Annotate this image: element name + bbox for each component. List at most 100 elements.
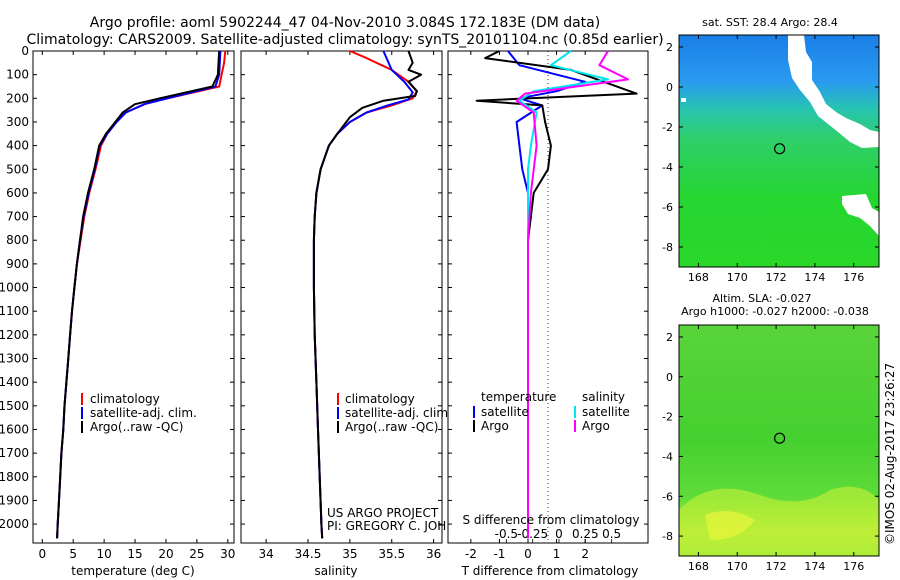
depth-tick-label: 1700 bbox=[0, 446, 29, 460]
difference-series bbox=[475, 50, 638, 539]
map-xtick-label: 174 bbox=[804, 560, 825, 573]
temperature-xtick-label: 25 bbox=[189, 547, 204, 561]
depth-axis: 0 100 200 300 400 500 600 700 800 900 1000 1100 1200… bbox=[0, 44, 234, 531]
temperature-axes-box bbox=[32, 50, 235, 544]
differences-xtick-label: 0 bbox=[524, 547, 532, 561]
depth-tick-label: 700 bbox=[6, 210, 29, 224]
map-ytick-label: -8 bbox=[662, 530, 673, 543]
map-xtick-label: 168 bbox=[688, 271, 709, 284]
salinity-series bbox=[312, 50, 423, 539]
depth-tick-label: 500 bbox=[6, 162, 29, 176]
salinity-xtick-label: 34 bbox=[258, 547, 273, 561]
depth-tick-label: 600 bbox=[6, 186, 29, 200]
salinity-panel: 34 34.5 35 35.5 36 salinity climatology sate… bbox=[240, 50, 481, 578]
sst-float-marker bbox=[773, 143, 786, 155]
depth-tick-label: 2000 bbox=[0, 517, 29, 531]
depth-tick-label: 1500 bbox=[0, 399, 29, 413]
map-xtick-label: 170 bbox=[727, 560, 748, 573]
map-xtick-label: 174 bbox=[804, 271, 825, 284]
map-ytick-label: 2 bbox=[666, 41, 673, 54]
depth-tick-label: 800 bbox=[6, 233, 29, 247]
sla-bright-patch bbox=[679, 486, 879, 556]
top-tick-label: -0.5 bbox=[495, 527, 518, 541]
temperature-panel: 0100200300400500600700800900100011001200… bbox=[0, 44, 235, 578]
sst-map-frame bbox=[678, 34, 880, 268]
sst-land-mask-small bbox=[842, 194, 879, 236]
sla-axes: 168 170 172 174 176 2 0 -2 -4 -6 -8 bbox=[662, 325, 879, 573]
temperature-legend-climatology: climatology bbox=[90, 392, 160, 406]
depth-tick-label: 0 bbox=[21, 44, 29, 58]
sst-map-title: sat. SST: 28.4 Argo: 28.4 bbox=[702, 16, 838, 29]
map-ytick-label: -4 bbox=[662, 161, 673, 174]
map-ytick-label: -6 bbox=[662, 201, 673, 214]
depth-tick-label: 1600 bbox=[0, 422, 29, 436]
sla-map-title: Altim. SLA: -0.027 bbox=[712, 292, 811, 305]
map-ytick-label: -2 bbox=[662, 121, 673, 134]
depth-tick-label: 1000 bbox=[0, 281, 29, 295]
temperature-series-argo-raw-qc- bbox=[56, 50, 221, 539]
temperature-series bbox=[56, 50, 227, 539]
temperature-xtick-label: 10 bbox=[96, 547, 111, 561]
salinity-legend: climatology satellite-adj. clim. Argo(..… bbox=[337, 392, 452, 434]
sla-map-panel: Altim. SLA: -0.027 Argo h1000: -0.027 h2… bbox=[662, 292, 880, 573]
pi-label: PI: GREGORY C. JOHNSON bbox=[327, 519, 481, 533]
temperature-legend: climatology satellite-adj. clim. Argo(..… bbox=[81, 392, 197, 434]
map-xtick-label: 172 bbox=[766, 271, 787, 284]
difference-depth-ticks bbox=[448, 50, 648, 525]
salinity-x-axis: 34 34.5 35 35.5 36 bbox=[258, 51, 441, 561]
top-tick-label: 0.25 bbox=[572, 527, 599, 541]
title-line-2: Climatology: CARS2009. Satellite-adjuste… bbox=[26, 32, 663, 48]
salinity-xtick-label: 36 bbox=[426, 547, 441, 561]
sst-axes: 168 170 172 174 176 2 0 -2 -4 -6 -8 bbox=[662, 35, 879, 284]
legend-salinity-argo: Argo bbox=[582, 419, 610, 433]
map-ytick-label: -2 bbox=[662, 411, 673, 424]
sla-map-subtitle: Argo h1000: -0.027 h2000: -0.038 bbox=[681, 305, 869, 318]
salinity-xtick-label: 35 bbox=[342, 547, 357, 561]
title-line-1: Argo profile: aoml 5902244_47 04-Nov-201… bbox=[90, 15, 600, 31]
sst-nodata-pixel bbox=[681, 98, 686, 102]
temperature-legend-argo: Argo(..raw -QC) bbox=[90, 420, 183, 434]
temperature-xtick-label: 0 bbox=[38, 547, 46, 561]
depth-tick-label: 1300 bbox=[0, 352, 29, 366]
map-ytick-label: 2 bbox=[666, 331, 673, 344]
map-xtick-label: 170 bbox=[727, 271, 748, 284]
temperature-xlabel: temperature (deg C) bbox=[71, 564, 194, 578]
sst-heatmap bbox=[679, 35, 879, 267]
differences-xtick-label: -2 bbox=[465, 547, 477, 561]
map-ytick-label: -4 bbox=[662, 450, 673, 463]
salinity-legend-argo: Argo(..raw -QC) bbox=[345, 420, 438, 434]
depth-tick-label: 200 bbox=[6, 91, 29, 105]
legend-temperature-argo: Argo bbox=[481, 419, 509, 433]
sla-float-marker bbox=[773, 432, 786, 444]
salinity-legend-satellite: satellite-adj. clim. bbox=[345, 406, 452, 420]
temperature-xtick-label: 20 bbox=[158, 547, 173, 561]
differences-xtick-label: 2 bbox=[581, 547, 589, 561]
difference-xlabel: T difference from climatology bbox=[461, 564, 639, 578]
map-ytick-label: 0 bbox=[666, 371, 673, 384]
legend-salinity-satellite: satellite bbox=[582, 405, 630, 419]
top-tick-label: 0 bbox=[555, 527, 563, 541]
differences-series-s-argo bbox=[515, 50, 629, 539]
difference-legend: temperature satellite Argo salinity sate… bbox=[473, 390, 630, 433]
copyright-side-label: ©IMOS 02-Aug-2017 23:26:27 bbox=[883, 363, 897, 545]
salinity-axes-box bbox=[240, 50, 443, 544]
legend-salinity-title: salinity bbox=[582, 390, 625, 404]
sst-map-panel: sat. SST: 28.4 Argo: 28.4 168 170 172 174 17… bbox=[662, 16, 880, 284]
depth-tick-label: 1100 bbox=[0, 304, 29, 318]
salinity-xtick-label: 34.5 bbox=[295, 547, 322, 561]
differences-xtick-label: -1 bbox=[493, 547, 505, 561]
difference-axes-box bbox=[447, 50, 649, 544]
difference-top-axis: -0.5 -0.25 0 0.25 0.5 bbox=[495, 527, 621, 543]
depth-tick-label: 1900 bbox=[0, 493, 29, 507]
difference-xlabel-top: S difference from climatology bbox=[463, 513, 640, 527]
sst-land-mask bbox=[788, 35, 879, 148]
depth-tick-label: 400 bbox=[6, 139, 29, 153]
map-xtick-label: 176 bbox=[843, 560, 864, 573]
salinity-legend-climatology: climatology bbox=[345, 392, 415, 406]
map-ytick-label: -6 bbox=[662, 490, 673, 503]
salinity-xtick-label: 35.5 bbox=[378, 547, 405, 561]
salinity-series-argo-raw-qc- bbox=[312, 50, 423, 539]
temperature-legend-satellite: satellite-adj. clim. bbox=[90, 406, 197, 420]
depth-tick-label: 1200 bbox=[0, 328, 29, 342]
